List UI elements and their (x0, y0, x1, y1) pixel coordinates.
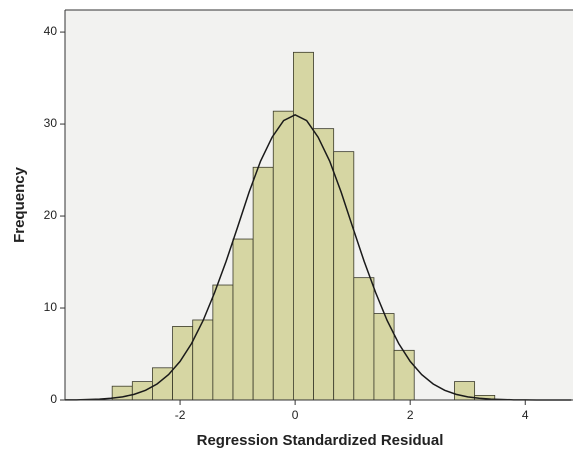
bar (353, 277, 375, 401)
bar (192, 319, 214, 401)
bar (272, 110, 294, 401)
y-tick-label: 30 (44, 116, 58, 130)
y-axis-title: Frequency (11, 166, 28, 243)
x-axis-title: Regression Standardized Residual (197, 432, 444, 449)
normal-curve (64, 114, 572, 401)
bar (212, 284, 234, 401)
y-tick-label: 20 (44, 208, 58, 222)
x-tick-label: 4 (522, 408, 529, 422)
bar (313, 128, 335, 401)
bar (373, 313, 395, 401)
x-tick-label: 0 (292, 408, 299, 422)
y-tick-label: 0 (50, 392, 57, 406)
bar (232, 238, 254, 401)
x-tick-label: 2 (407, 408, 414, 422)
x-tick-label: -2 (175, 408, 186, 422)
bar (292, 51, 314, 401)
bar (333, 151, 355, 401)
bar (172, 326, 194, 401)
bar (252, 166, 274, 401)
y-tick-label: 10 (44, 300, 58, 314)
y-tick-label: 40 (44, 24, 58, 38)
bar (393, 349, 415, 401)
